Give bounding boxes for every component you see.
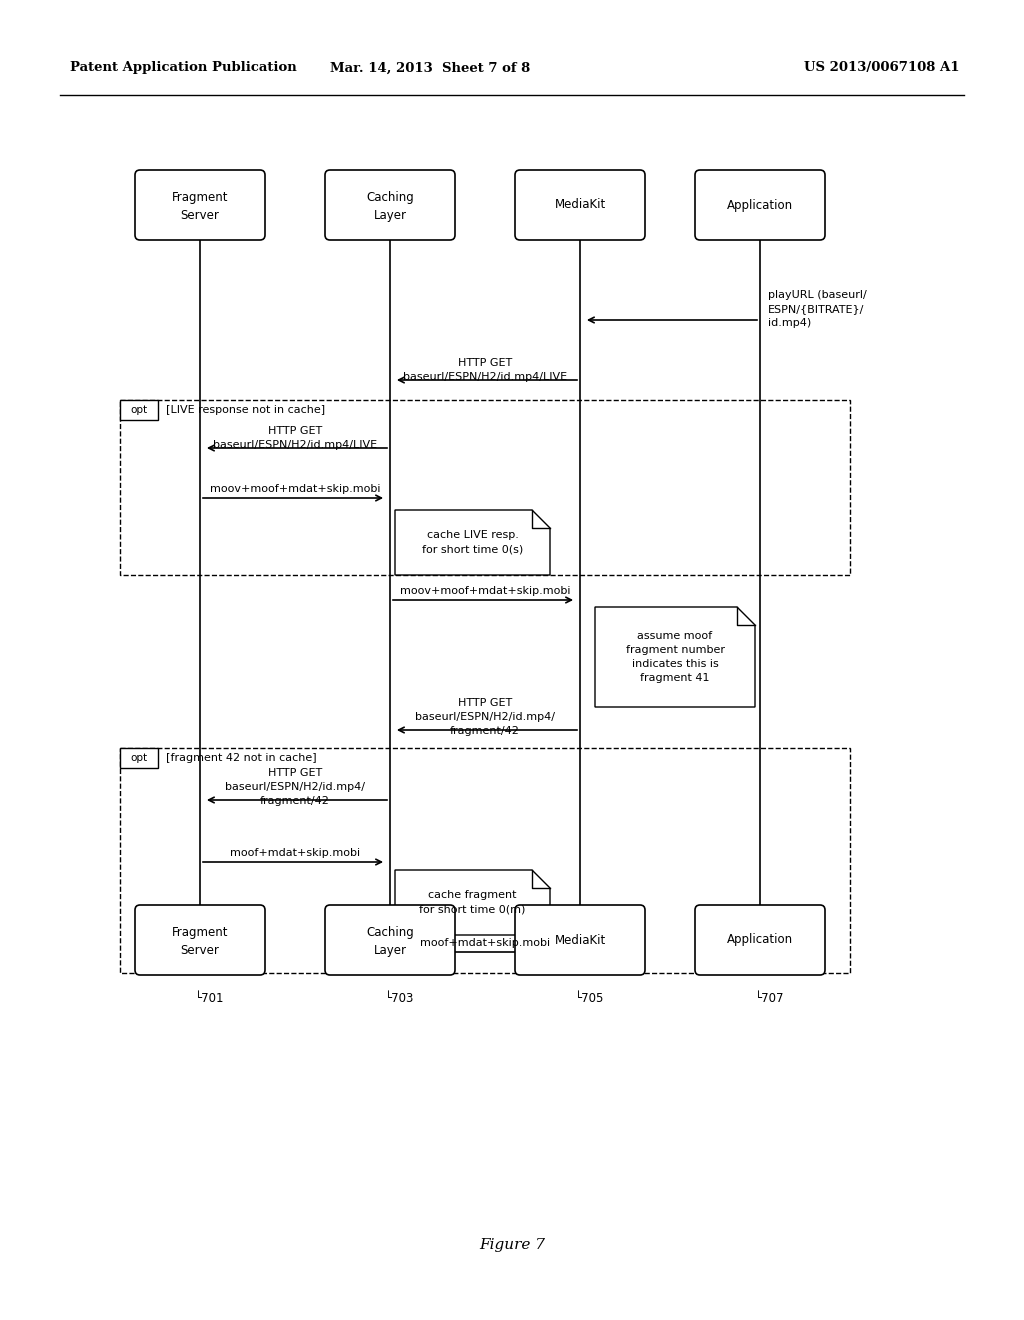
FancyBboxPatch shape	[695, 170, 825, 240]
Text: Server: Server	[180, 210, 219, 222]
Text: opt: opt	[130, 405, 147, 414]
Text: baseurl/ESPN/H2/id.mp4/: baseurl/ESPN/H2/id.mp4/	[225, 781, 365, 792]
Text: assume moof: assume moof	[637, 631, 713, 642]
Text: for short time 0(m): for short time 0(m)	[419, 904, 525, 915]
Text: moof+mdat+skip.mobi: moof+mdat+skip.mobi	[230, 847, 360, 858]
Text: indicates this is: indicates this is	[632, 659, 719, 669]
Text: ESPN/{BITRATE}/: ESPN/{BITRATE}/	[768, 304, 864, 314]
Text: Application: Application	[727, 198, 793, 211]
Text: Layer: Layer	[374, 944, 407, 957]
FancyBboxPatch shape	[135, 170, 265, 240]
Text: MediaKit: MediaKit	[554, 933, 605, 946]
Text: └701: └701	[195, 993, 224, 1005]
Text: baseurl/ESPN/H2/id.mp4/: baseurl/ESPN/H2/id.mp4/	[415, 711, 555, 722]
Text: fragment 41: fragment 41	[640, 673, 710, 682]
Text: └705: └705	[575, 993, 604, 1005]
Bar	[120, 400, 158, 420]
Text: baseurl/ESPN/H2/id.mp4/LIVE: baseurl/ESPN/H2/id.mp4/LIVE	[213, 440, 377, 450]
Text: US 2013/0067108 A1: US 2013/0067108 A1	[805, 62, 961, 74]
Text: Mar. 14, 2013  Sheet 7 of 8: Mar. 14, 2013 Sheet 7 of 8	[330, 62, 530, 74]
Text: moov+moof+mdat+skip.mobi: moov+moof+mdat+skip.mobi	[210, 484, 380, 494]
Text: HTTP GET: HTTP GET	[458, 698, 512, 708]
Text: for short time 0(s): for short time 0(s)	[422, 544, 523, 554]
Text: └707: └707	[755, 993, 784, 1005]
Text: playURL (baseurl/: playURL (baseurl/	[768, 290, 866, 300]
Text: moov+moof+mdat+skip.mobi: moov+moof+mdat+skip.mobi	[399, 586, 570, 597]
FancyBboxPatch shape	[515, 170, 645, 240]
Polygon shape	[595, 607, 755, 708]
FancyBboxPatch shape	[135, 906, 265, 975]
Bar	[120, 748, 850, 973]
Text: Patent Application Publication: Patent Application Publication	[70, 62, 297, 74]
Bar	[120, 748, 158, 768]
Text: HTTP GET: HTTP GET	[268, 768, 323, 777]
Text: └703: └703	[385, 993, 415, 1005]
Text: Server: Server	[180, 944, 219, 957]
Text: Figure 7: Figure 7	[479, 1238, 545, 1251]
Text: [LIVE response not in cache]: [LIVE response not in cache]	[166, 405, 326, 414]
FancyBboxPatch shape	[515, 906, 645, 975]
Text: Layer: Layer	[374, 210, 407, 222]
Polygon shape	[395, 870, 550, 935]
Text: id.mp4): id.mp4)	[768, 318, 811, 327]
Text: Caching: Caching	[367, 927, 414, 940]
Text: fragment number: fragment number	[626, 645, 725, 655]
Text: HTTP GET: HTTP GET	[458, 358, 512, 368]
Text: opt: opt	[130, 752, 147, 763]
Text: Application: Application	[727, 933, 793, 946]
Text: moof+mdat+skip.mobi: moof+mdat+skip.mobi	[420, 939, 550, 948]
Text: baseurl/ESPN/H2/id.mp4/LIVE: baseurl/ESPN/H2/id.mp4/LIVE	[402, 372, 567, 381]
Text: HTTP GET: HTTP GET	[268, 426, 323, 436]
Text: fragment/42: fragment/42	[451, 726, 520, 737]
Text: Caching: Caching	[367, 191, 414, 205]
FancyBboxPatch shape	[325, 906, 455, 975]
Bar	[120, 400, 850, 576]
Text: Fragment: Fragment	[172, 927, 228, 940]
Text: MediaKit: MediaKit	[554, 198, 605, 211]
Text: cache LIVE resp.: cache LIVE resp.	[427, 531, 518, 540]
Text: fragment/42: fragment/42	[260, 796, 330, 807]
FancyBboxPatch shape	[695, 906, 825, 975]
FancyBboxPatch shape	[325, 170, 455, 240]
Text: Fragment: Fragment	[172, 191, 228, 205]
Text: cache fragment: cache fragment	[428, 891, 517, 900]
Text: [fragment 42 not in cache]: [fragment 42 not in cache]	[166, 752, 316, 763]
Polygon shape	[395, 510, 550, 576]
